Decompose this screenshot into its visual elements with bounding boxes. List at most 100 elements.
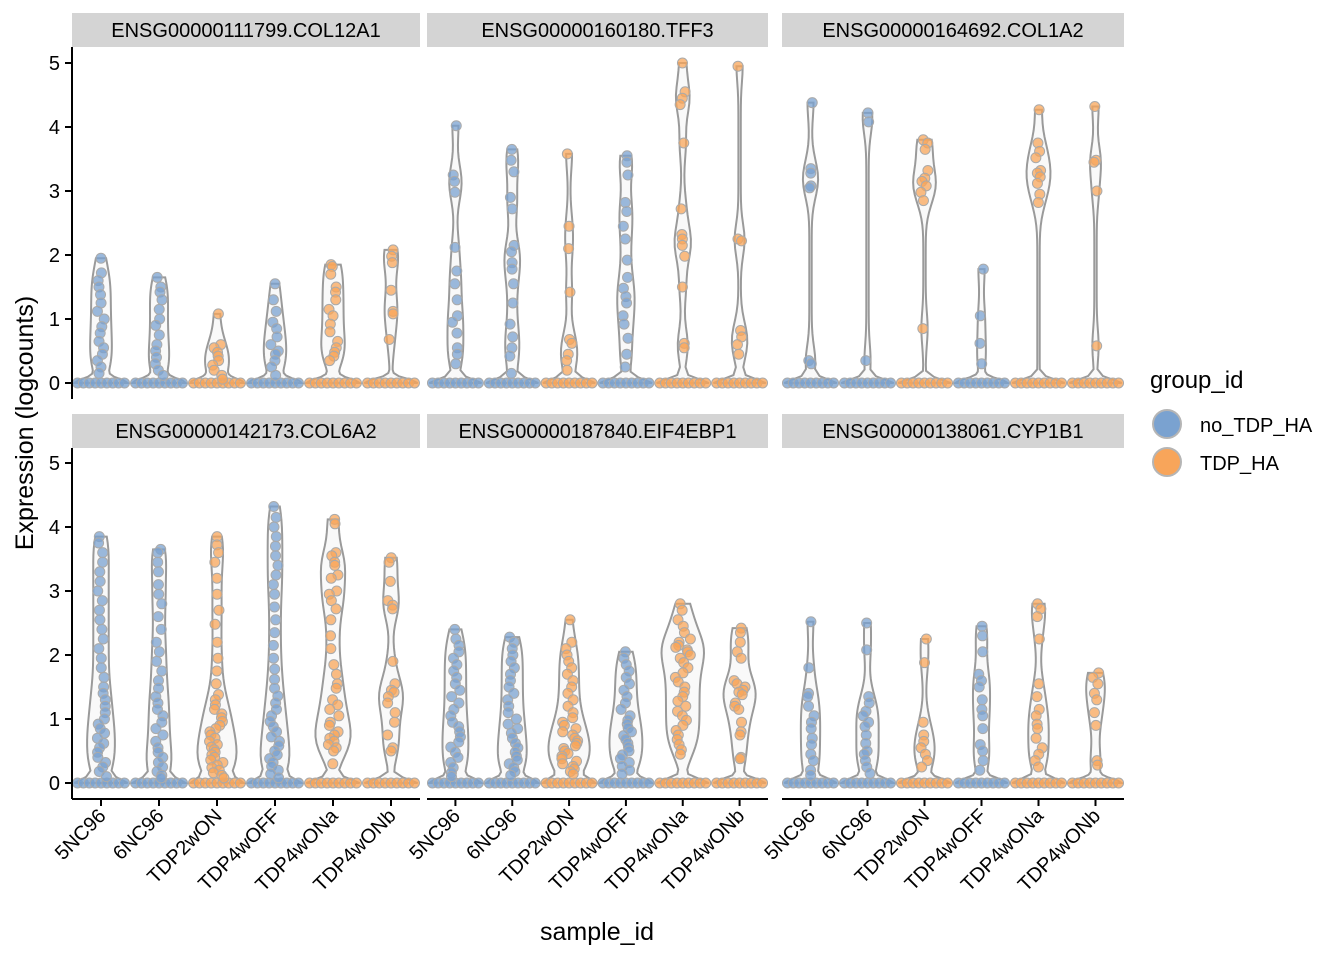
data-point: [150, 319, 162, 331]
data-point: [324, 326, 336, 338]
data-point: [445, 771, 457, 783]
data-point: [942, 377, 954, 389]
strip-background: [427, 13, 768, 47]
data-point: [472, 377, 484, 389]
data-point: [96, 623, 108, 635]
data-point: [805, 723, 817, 735]
data-point: [152, 547, 164, 559]
data-point: [502, 707, 514, 719]
data-point: [330, 668, 342, 680]
data-point: [325, 572, 337, 584]
data-point: [94, 566, 106, 578]
legend-entry-tdp-ha[interactable]: TDP_HA: [1152, 447, 1280, 477]
data-point: [684, 649, 696, 661]
y-tick-label: 3: [49, 581, 60, 603]
data-point: [807, 755, 819, 767]
data-point: [1030, 732, 1042, 744]
data-point: [861, 644, 873, 656]
data-point: [408, 777, 420, 789]
violin-tdp4wonb: [363, 556, 419, 784]
data-point: [733, 703, 745, 715]
data-point: [472, 777, 484, 789]
y-tick-label: 5: [49, 53, 60, 75]
legend-label-no-tdp-ha: no_TDP_HA: [1200, 415, 1313, 437]
violin-5nc96: [783, 101, 838, 384]
data-point: [861, 617, 873, 629]
data-point: [564, 286, 576, 298]
data-point: [271, 331, 283, 343]
data-point: [675, 203, 687, 215]
plot-area: [72, 244, 420, 389]
data-point: [217, 373, 229, 385]
y-tick-label: 2: [49, 645, 60, 667]
data-point: [619, 197, 631, 209]
data-point: [211, 665, 223, 677]
data-point: [156, 665, 168, 677]
data-point: [643, 377, 655, 389]
data-point: [157, 369, 169, 381]
data-point: [674, 99, 686, 111]
strip-title: ENSG00000142173.COL6A2: [115, 421, 376, 443]
data-point: [268, 601, 280, 613]
data-point: [292, 377, 304, 389]
data-point: [700, 377, 712, 389]
data-point: [270, 531, 282, 543]
data-point: [385, 745, 397, 757]
data-point: [330, 294, 342, 306]
data-point: [679, 250, 691, 262]
data-point: [621, 205, 633, 217]
data-point: [621, 297, 633, 309]
data-point: [95, 252, 107, 264]
data-point: [615, 703, 627, 715]
data-point: [676, 281, 688, 293]
data-point: [976, 620, 988, 632]
data-point: [974, 764, 986, 776]
data-point: [329, 518, 341, 530]
data-point: [977, 263, 989, 275]
y-tick-label: 0: [49, 773, 60, 795]
data-point: [942, 777, 954, 789]
data-point: [507, 297, 519, 309]
y-tick-label: 1: [49, 309, 60, 331]
data-point: [267, 579, 279, 591]
data-point: [93, 367, 105, 379]
data-point: [95, 652, 107, 664]
plot-area: [427, 598, 768, 789]
data-point: [151, 271, 163, 283]
data-point: [805, 616, 817, 628]
panel-ensg00000160180-tff3: ENSG00000160180.TFF3: [427, 13, 768, 389]
data-point: [1032, 723, 1044, 735]
data-point: [507, 331, 519, 343]
data-point: [757, 777, 768, 789]
data-point: [269, 627, 281, 639]
data-point: [974, 337, 986, 349]
legend-key-no-tdp-ha: [1152, 409, 1182, 439]
data-point: [325, 268, 337, 280]
data-point: [383, 556, 395, 568]
data-point: [622, 332, 634, 344]
data-point: [622, 169, 634, 181]
legend-entry-no-tdp-ha[interactable]: no_TDP_HA: [1152, 409, 1313, 439]
data-point: [621, 156, 633, 168]
data-point: [557, 726, 569, 738]
data-point: [736, 689, 748, 701]
data-point: [505, 154, 517, 166]
data-point: [1088, 156, 1100, 168]
data-point: [805, 358, 817, 370]
data-point: [325, 614, 337, 626]
data-point: [269, 663, 281, 675]
data-point: [211, 636, 223, 648]
panel-ensg00000111799-col12a1: ENSG00000111799.COL12A1: [72, 13, 420, 389]
x-tick-label: 5NC96: [760, 805, 820, 865]
data-point: [269, 278, 281, 290]
data-point: [917, 323, 929, 335]
data-point: [586, 777, 598, 789]
data-point: [328, 745, 340, 757]
data-point: [96, 595, 108, 607]
data-point: [735, 652, 747, 664]
data-point: [333, 710, 345, 722]
data-point: [803, 700, 815, 712]
data-point: [292, 777, 304, 789]
data-point: [1092, 759, 1104, 771]
plot-area: [782, 97, 1124, 389]
